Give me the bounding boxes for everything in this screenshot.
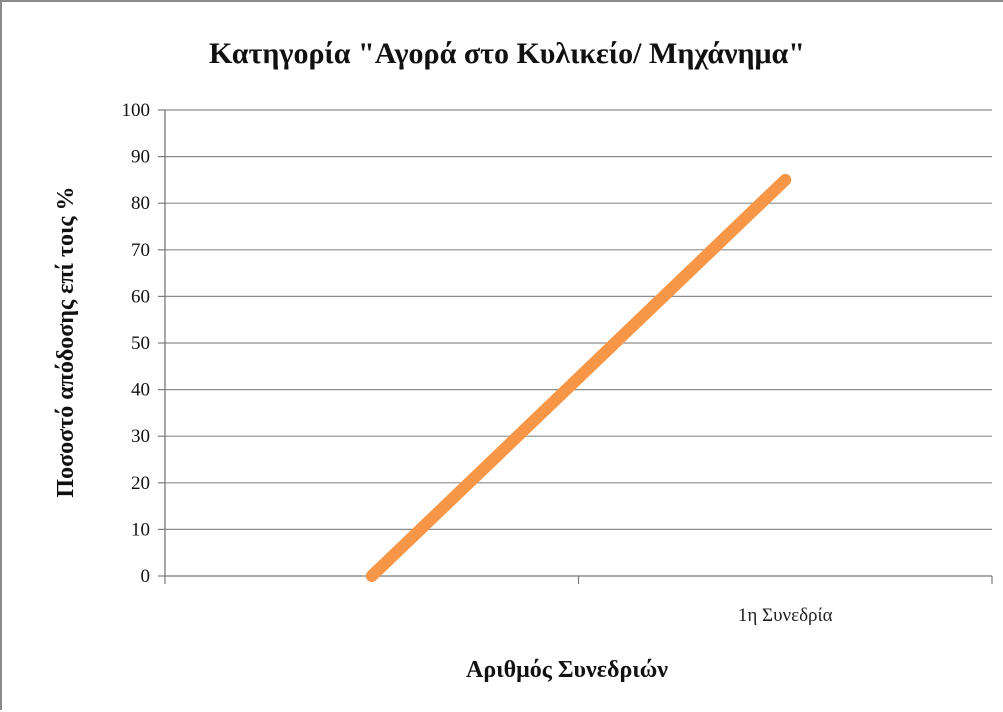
y-tick-label: 70: [131, 240, 150, 261]
y-tick-label: 10: [131, 519, 150, 540]
axes: [158, 109, 993, 584]
y-tick-label: 0: [141, 566, 151, 587]
series-line: [365, 173, 792, 582]
x-tick-labels: 1η Συνεδρία: [738, 605, 833, 626]
y-axis-title: Ποσοστό απόδοσης επί τοις %: [53, 186, 79, 497]
y-tick-label: 80: [131, 193, 150, 214]
y-tick-label: 60: [131, 286, 150, 307]
y-tick-label: 50: [131, 333, 150, 354]
y-tick-label: 30: [131, 426, 150, 447]
y-tick-label: 40: [131, 380, 150, 401]
gridlines: [165, 109, 992, 531]
x-axis-title: Αριθμός Συνεδριών: [466, 657, 668, 683]
y-tick-label: 90: [131, 147, 150, 168]
series-lines: [365, 173, 792, 582]
x-tick-label: 1η Συνεδρία: [738, 605, 833, 626]
y-tick-label: 100: [122, 100, 151, 121]
chart-title: Κατηγορία "Αγορά στο Κυλικείο/ Μηχάνημα": [209, 37, 805, 70]
y-tick-labels: 0 10 20 30 40 50 60 70 80 90 100: [122, 100, 151, 587]
y-tick-label: 20: [131, 473, 150, 494]
